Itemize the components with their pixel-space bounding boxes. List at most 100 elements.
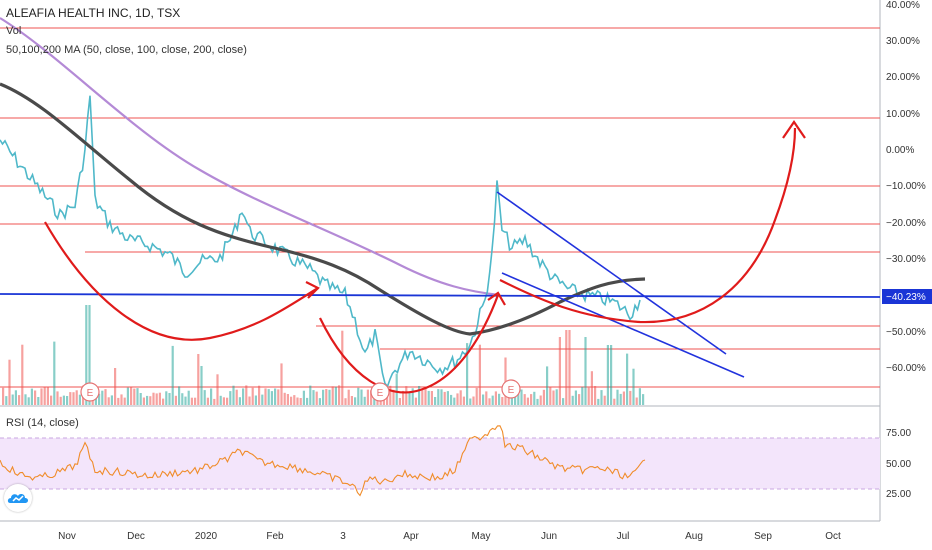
volume-bar	[8, 359, 11, 405]
volume-bar	[274, 388, 277, 405]
volume-bar	[286, 394, 289, 405]
volume-bar	[414, 397, 417, 405]
volume-bar	[142, 397, 145, 405]
volume-bar	[306, 397, 309, 405]
ma-legend[interactable]: 50,100,200 MA (50, close, 100, close, 20…	[6, 44, 247, 56]
volume-bar	[472, 396, 475, 405]
cloud-icon	[7, 493, 29, 503]
volume-bar	[312, 390, 315, 405]
wedge-upper-line	[496, 191, 727, 355]
volume-bar	[123, 397, 126, 405]
volume-bar	[427, 390, 430, 405]
chart-title[interactable]: ALEAFIA HEALTH INC, 1D, TSX	[6, 6, 181, 20]
volume-bar	[219, 395, 222, 405]
volume-bar	[610, 345, 613, 405]
volume-bar	[242, 388, 245, 405]
volume-bar	[110, 395, 113, 405]
volume-bar	[338, 385, 341, 405]
volume-bar	[46, 386, 49, 405]
volume-bar	[126, 387, 129, 405]
ma50-line	[0, 82, 646, 336]
volume-bar	[190, 397, 193, 405]
volume-bar	[85, 305, 88, 405]
volume-bar	[309, 385, 312, 405]
wedge-lower-line	[501, 272, 745, 378]
volume-bar	[626, 353, 629, 405]
volume-bar	[69, 392, 72, 405]
volume-bar	[456, 393, 459, 405]
volume-bar	[587, 387, 590, 405]
tradingview-logo[interactable]	[4, 484, 32, 512]
time-tick-apr: Apr	[403, 531, 419, 542]
volume-bar	[104, 389, 107, 405]
volume-bar	[155, 393, 158, 405]
volume-bar	[552, 390, 555, 405]
volume-bar	[2, 387, 5, 405]
volume-bar	[565, 330, 568, 405]
volume-bar	[120, 394, 123, 405]
earnings-marker-3[interactable]: E	[501, 379, 521, 399]
time-axis[interactable]: Nov Dec 2020 Feb 3 Apr May Jun Jul Aug S…	[58, 531, 841, 542]
volume-bar	[443, 391, 446, 405]
volume-bar	[466, 343, 469, 405]
volume-bar	[238, 397, 241, 405]
volume-bar	[485, 391, 488, 405]
volume-bar	[322, 389, 325, 405]
volume-bar	[267, 389, 270, 405]
volume-bar	[280, 363, 283, 405]
volume-bar	[235, 389, 238, 405]
volume-bar	[251, 387, 254, 405]
volume-bar	[533, 391, 536, 405]
time-tick-jul: Jul	[617, 531, 630, 542]
volume-bar	[584, 337, 587, 405]
volume-bar	[130, 386, 133, 405]
volume-bar	[245, 385, 248, 405]
volume-bar	[146, 395, 149, 405]
volume-bar	[213, 398, 216, 405]
volume-bar	[546, 366, 549, 405]
volume-bar	[354, 397, 357, 405]
price-tick-1: 40.00%	[886, 0, 920, 11]
price-line	[0, 95, 641, 388]
volume-bar	[408, 391, 411, 405]
price-tick-3: 20.00%	[886, 72, 920, 83]
cup-left-arrowhead	[305, 281, 320, 299]
volume-bar	[405, 386, 408, 405]
earnings-marker-1[interactable]: E	[80, 382, 100, 402]
rsi-legend[interactable]: RSI (14, close)	[6, 417, 79, 429]
volume-bar	[475, 387, 478, 405]
volume-bar	[341, 330, 344, 405]
volume-bar	[53, 341, 56, 405]
volume-bar	[315, 391, 318, 405]
vol-legend[interactable]: Vol	[6, 25, 22, 37]
time-tick-nov: Nov	[58, 531, 76, 542]
time-tick-dec: Dec	[127, 531, 145, 542]
volume-bar	[318, 398, 321, 405]
volume-bar	[450, 394, 453, 405]
volume-bar	[418, 386, 421, 405]
rsi-tick-25: 25.00	[886, 489, 911, 500]
volume-bar	[462, 396, 465, 405]
earnings-marker-1-label: E	[87, 388, 94, 399]
price-axis[interactable]: 40.00% 30.00% 20.00% 10.00% 0.00% −10.00…	[886, 0, 926, 374]
volume-bar	[210, 388, 213, 405]
volume-bars	[2, 305, 645, 405]
volume-bar	[597, 398, 600, 405]
volume-bar	[178, 386, 181, 405]
volume-bar	[264, 388, 267, 405]
volume-bar	[603, 395, 606, 405]
volume-bar	[296, 397, 299, 405]
volume-bar	[88, 305, 91, 405]
volume-bar	[325, 389, 328, 405]
volume-bar	[258, 385, 261, 405]
volume-bar	[328, 389, 331, 405]
volume-bar	[517, 389, 520, 405]
volume-bar	[293, 395, 296, 405]
volume-bar	[283, 392, 286, 405]
volume-bar	[392, 389, 395, 405]
earnings-marker-2[interactable]: E	[370, 382, 390, 402]
rsi-axis[interactable]: 75.00 50.00 25.00	[886, 428, 911, 500]
volume-bar	[72, 392, 75, 405]
horizontal-blue-line	[0, 293, 881, 298]
